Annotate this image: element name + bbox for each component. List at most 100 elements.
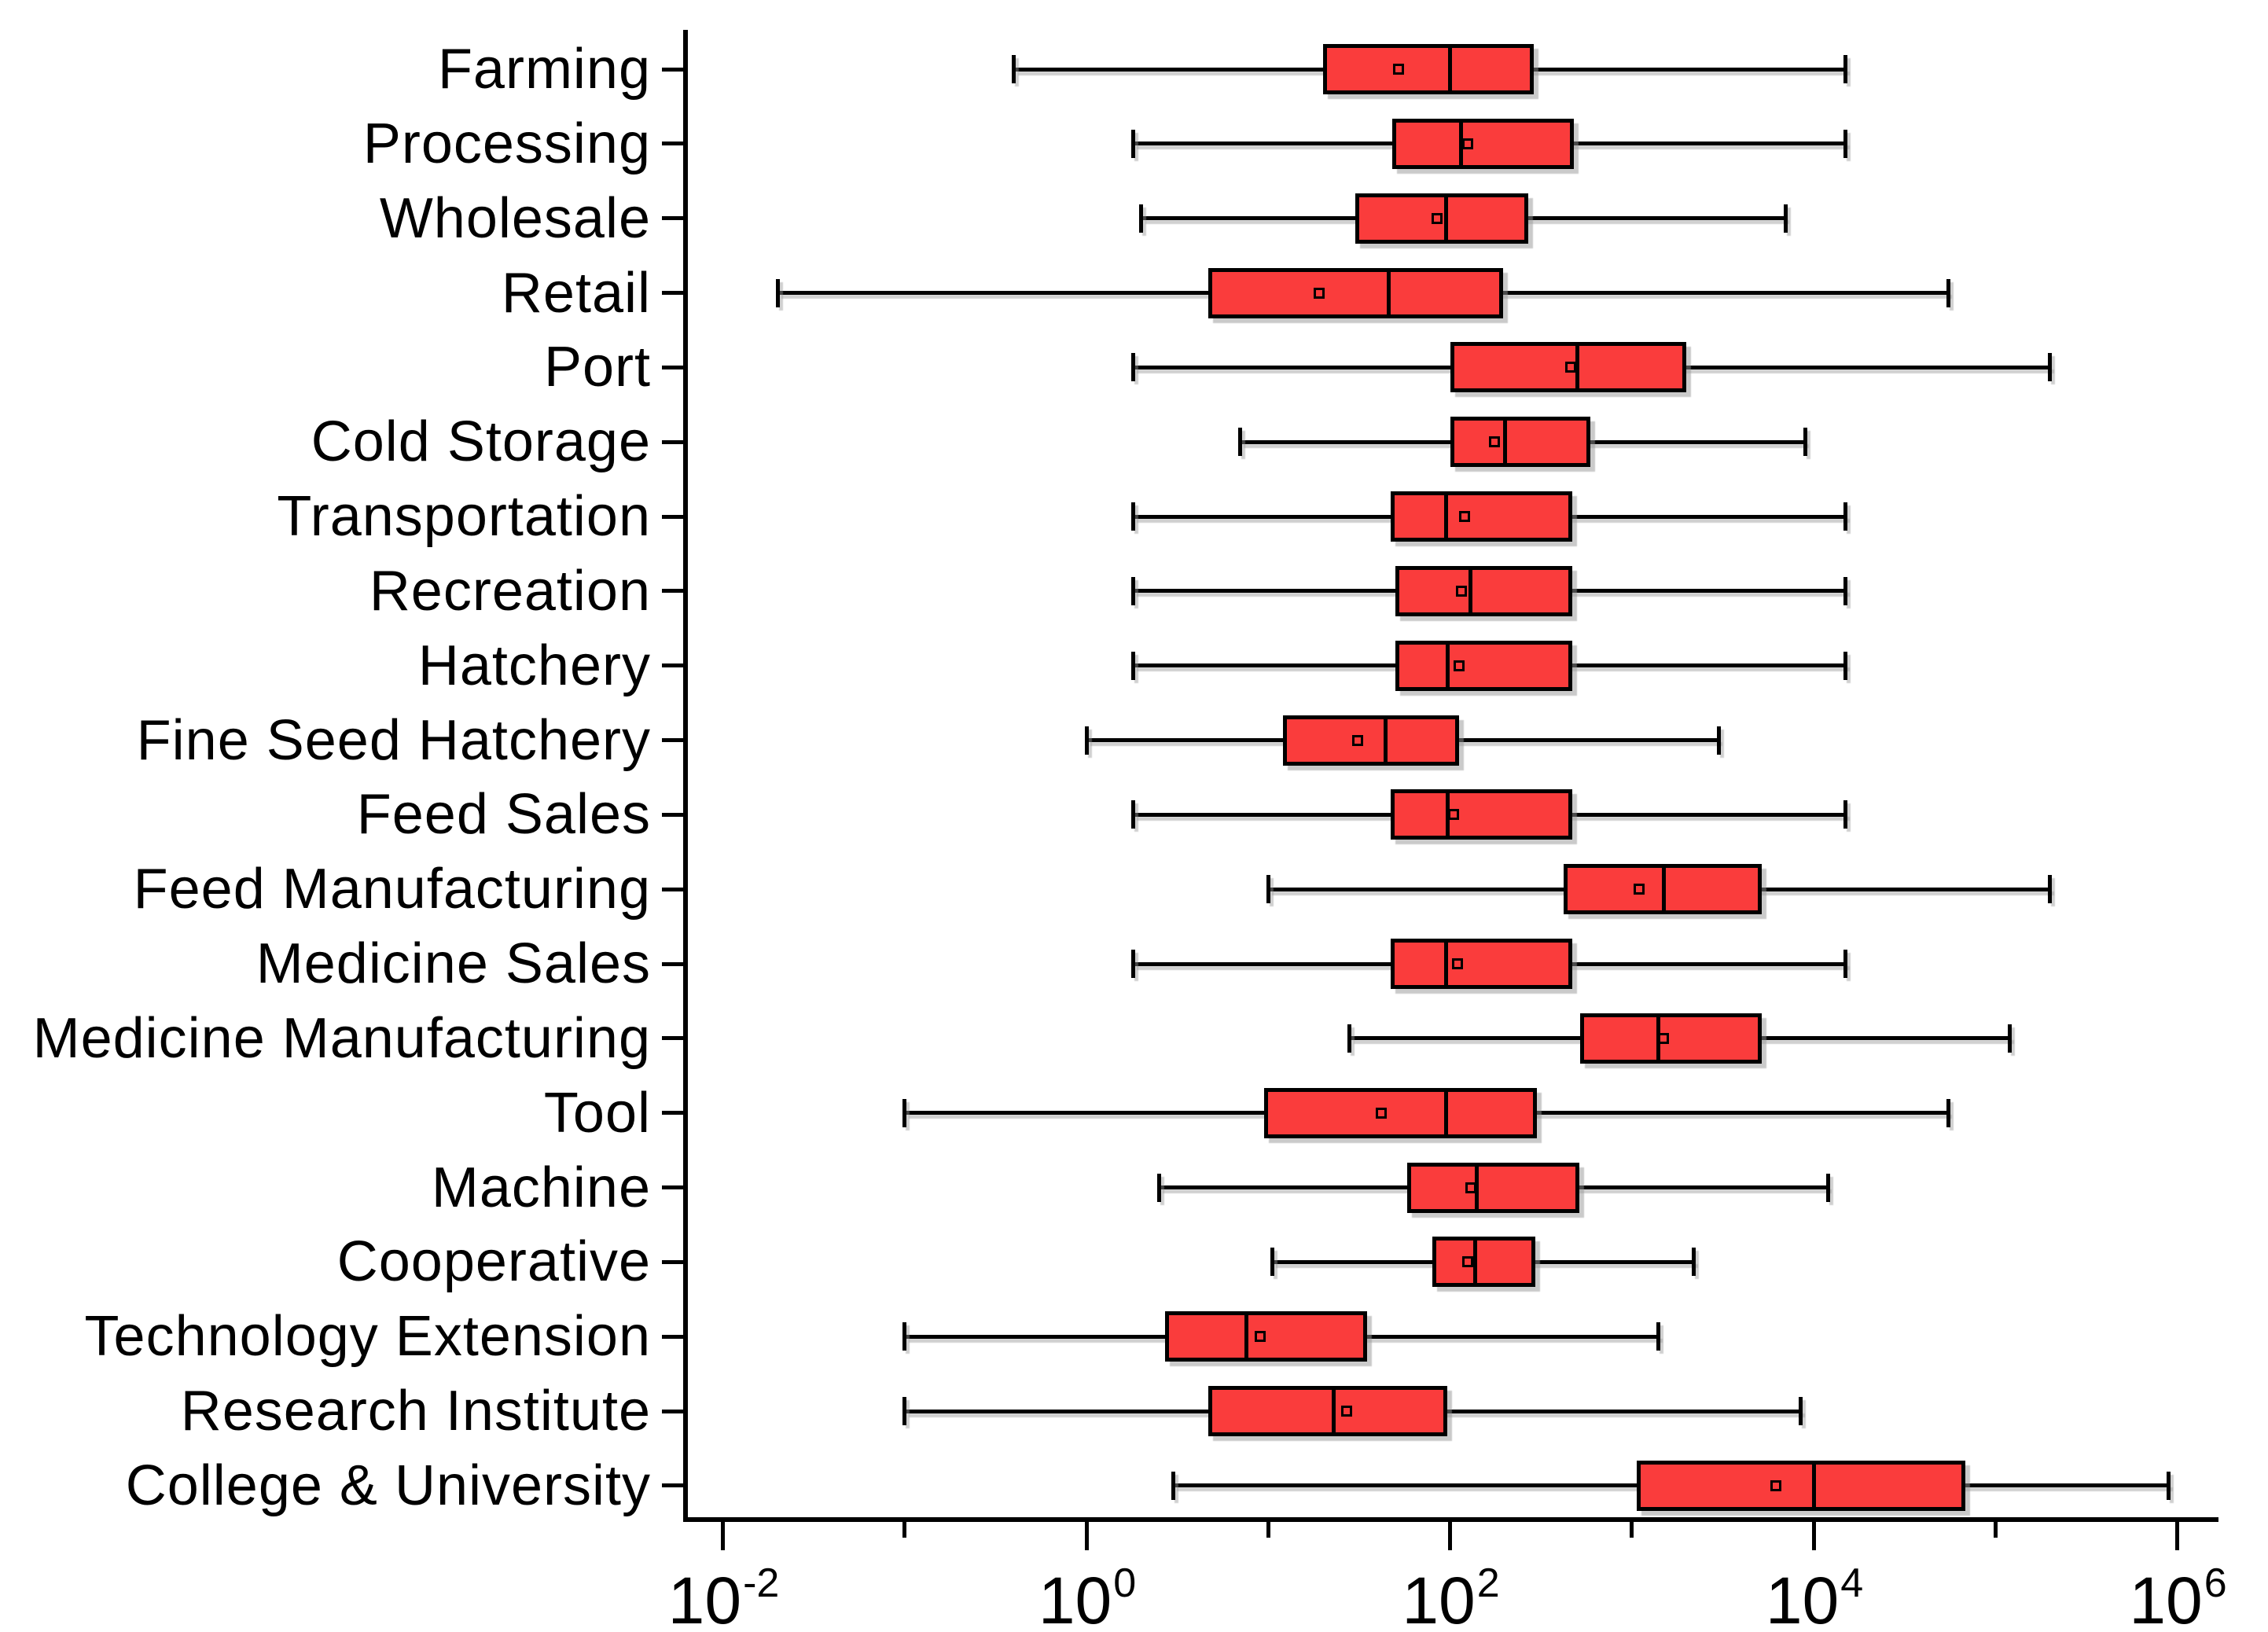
x-axis-major-tick [721,1522,725,1550]
mean-marker [1448,809,1460,821]
category-label-port: Port [543,336,651,399]
whisker-cap-high [1843,55,1848,83]
y-axis-tick [662,1334,683,1339]
median-line [1448,46,1452,92]
y-axis-tick [662,67,683,72]
mean-marker [1634,884,1645,895]
whisker-cap-high [2048,353,2053,382]
median-line [1443,494,1448,540]
mean-marker [1461,1256,1473,1268]
median-line [1575,344,1579,391]
category-label-farming: Farming [437,38,651,101]
category-label-college-university: College & University [125,1454,651,1517]
whisker-cap-low [1347,1024,1352,1053]
x-axis-major-tick [1811,1522,1816,1550]
mean-marker [1465,1182,1476,1193]
tick-exponent: 2 [1476,1560,1500,1606]
median-line [1443,195,1448,241]
tick-exponent: 6 [2204,1560,2227,1606]
mean-marker [1658,1032,1670,1044]
category-label-research-institute: Research Institute [180,1380,651,1443]
whisker-cap-high [1843,950,1848,979]
whisker-cap-low [1171,1471,1175,1500]
whisker-cap-high [2008,1024,2013,1053]
category-label-retail: Retail [501,261,651,325]
iqr-box [1390,491,1572,542]
iqr-box [1264,1087,1537,1138]
y-axis-tick [662,291,683,296]
iqr-box [1390,789,1572,840]
whisker-cap-low [1139,204,1144,233]
x-axis-major-tick [1084,1522,1089,1550]
median-line [1244,1314,1249,1360]
y-axis-tick [662,812,683,817]
whisker-cap-low [1270,1248,1274,1277]
mean-marker [1313,287,1325,299]
category-label-medicine-sales: Medicine Sales [255,932,651,996]
whisker-cap-high [1656,1322,1661,1351]
y-axis-tick [662,589,683,594]
tick-base: 10 [1402,1564,1476,1632]
median-line [1443,1090,1448,1136]
category-label-transportation: Transportation [277,485,651,549]
x-axis-minor-tick [1993,1522,1998,1538]
median-line [1443,941,1448,987]
median-line [1459,120,1464,167]
y-axis-tick [662,439,683,444]
category-label-cooperative: Cooperative [336,1230,651,1294]
y-axis-tick [662,142,683,146]
x-tick-label-10e4: 104 [1727,1560,1900,1632]
iqr-box [1208,267,1503,318]
mean-marker [1341,1406,1352,1417]
iqr-box [1322,44,1535,94]
y-axis-tick [662,961,683,966]
mean-marker [1453,660,1465,671]
y-axis-tick [662,216,683,221]
whisker-cap-high [1803,428,1807,457]
tick-base: 10 [1038,1564,1112,1632]
y-axis-tick [662,1036,683,1041]
x-tick-label-10e6: 106 [2091,1560,2264,1632]
x-axis-major-tick [2175,1522,2179,1550]
mean-marker [1455,585,1467,597]
mean-marker [1376,1107,1388,1119]
median-line [1445,642,1450,689]
iqr-box [1636,1460,1965,1511]
y-axis-tick [662,887,683,891]
median-line [1661,866,1666,913]
y-axis-tick [662,738,683,743]
whisker-cap-low [902,1098,907,1127]
y-axis-tick [662,365,683,369]
category-label-feed-manufacturing: Feed Manufacturing [133,858,651,921]
mean-marker [1452,958,1464,970]
tick-base: 10 [2129,1564,2203,1632]
median-line [1474,1164,1479,1211]
category-label-cold-storage: Cold Storage [311,410,651,474]
median-line [1445,792,1450,838]
iqr-box [1432,1237,1536,1288]
median-line [1383,717,1388,763]
whisker-cap-low [1266,875,1270,904]
whisker-cap-low [775,278,780,307]
whisker-cap-high [1843,502,1848,531]
whisker-cap-high [1692,1248,1696,1277]
iqr-box [1580,1013,1763,1064]
whisker-cap-high [1716,726,1721,755]
whisker-cap-low [1084,726,1089,755]
median-line [1473,1239,1478,1285]
whisker-cap-high [1783,204,1788,233]
whisker-cap-low [1012,55,1016,83]
iqr-box [1450,417,1590,468]
median-line [1469,568,1473,614]
y-axis-tick [662,1409,683,1413]
category-label-processing: Processing [362,112,651,175]
x-axis-major-tick [1448,1522,1452,1550]
whisker-cap-high [2167,1471,2171,1500]
whisker-cap-low [1130,651,1135,680]
iqr-box [1395,565,1572,616]
tick-exponent: -2 [743,1560,780,1606]
x-axis-minor-tick [1266,1522,1270,1538]
whisker-cap-high [1843,800,1848,829]
tick-base: 10 [667,1564,742,1632]
